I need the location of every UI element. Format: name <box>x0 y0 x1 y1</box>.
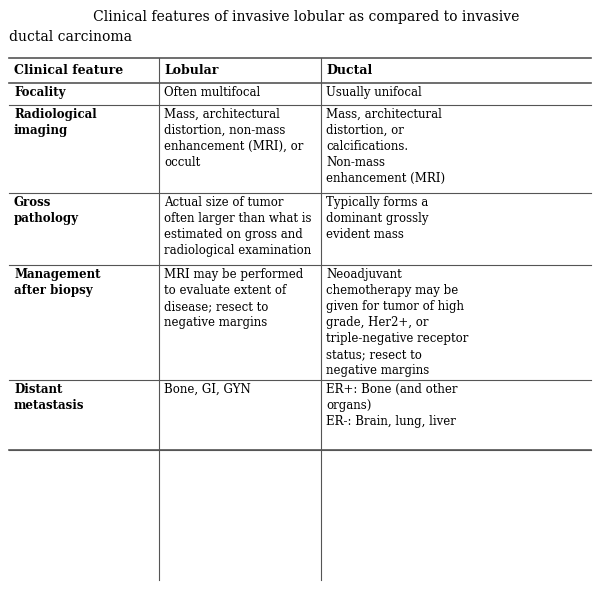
Text: Often multifocal: Often multifocal <box>164 86 260 99</box>
Text: Actual size of tumor
often larger than what is
estimated on gross and
radiologic: Actual size of tumor often larger than w… <box>164 196 311 257</box>
Text: Neoadjuvant
chemotherapy may be
given for tumor of high
grade, Her2+, or
triple-: Neoadjuvant chemotherapy may be given fo… <box>326 268 469 377</box>
Text: Typically forms a
dominant grossly
evident mass: Typically forms a dominant grossly evide… <box>326 196 428 241</box>
Text: Usually unifocal: Usually unifocal <box>326 86 422 99</box>
Text: Focality: Focality <box>14 86 65 99</box>
Text: Gross
pathology: Gross pathology <box>14 196 79 225</box>
Text: Bone, GI, GYN: Bone, GI, GYN <box>164 383 251 396</box>
Text: Mass, architectural
distortion, non-mass
enhancement (MRI), or
occult: Mass, architectural distortion, non-mass… <box>164 108 304 169</box>
Text: Clinical feature: Clinical feature <box>14 64 123 77</box>
Text: ER+: Bone (and other
organs)
ER-: Brain, lung, liver: ER+: Bone (and other organs) ER-: Brain,… <box>326 383 458 428</box>
Text: Radiological
imaging: Radiological imaging <box>14 108 97 137</box>
Text: MRI may be performed
to evaluate extent of
disease; resect to
negative margins: MRI may be performed to evaluate extent … <box>164 268 303 329</box>
Text: Lobular: Lobular <box>164 64 218 77</box>
Text: Management
after biopsy: Management after biopsy <box>14 268 101 297</box>
Text: Mass, architectural
distortion, or
calcifications.
Non-mass
enhancement (MRI): Mass, architectural distortion, or calci… <box>326 108 445 185</box>
Text: ductal carcinoma: ductal carcinoma <box>9 30 132 44</box>
Text: Clinical features of invasive lobular as compared to invasive: Clinical features of invasive lobular as… <box>80 10 520 24</box>
Text: Distant
metastasis: Distant metastasis <box>14 383 85 412</box>
Text: Ductal: Ductal <box>326 64 372 77</box>
